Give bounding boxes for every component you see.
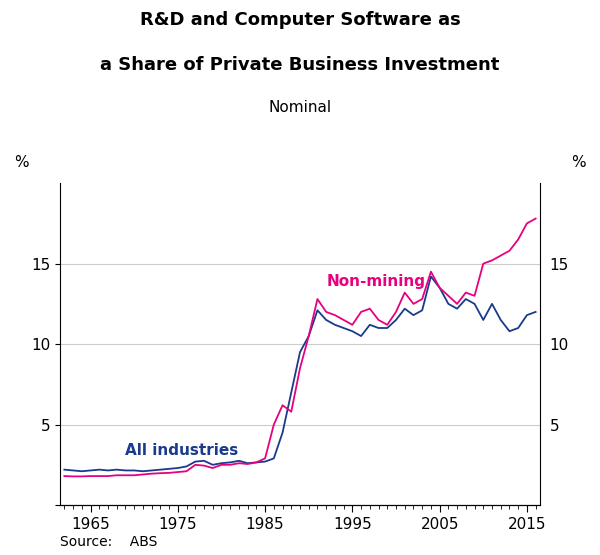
Text: All industries: All industries — [125, 443, 239, 458]
Text: Non-mining: Non-mining — [326, 274, 425, 289]
Text: %: % — [14, 155, 29, 170]
Text: %: % — [571, 155, 586, 170]
Text: Nominal: Nominal — [268, 100, 332, 115]
Text: Source:    ABS: Source: ABS — [60, 536, 157, 549]
Text: a Share of Private Business Investment: a Share of Private Business Investment — [100, 56, 500, 73]
Text: R&D and Computer Software as: R&D and Computer Software as — [140, 11, 460, 29]
